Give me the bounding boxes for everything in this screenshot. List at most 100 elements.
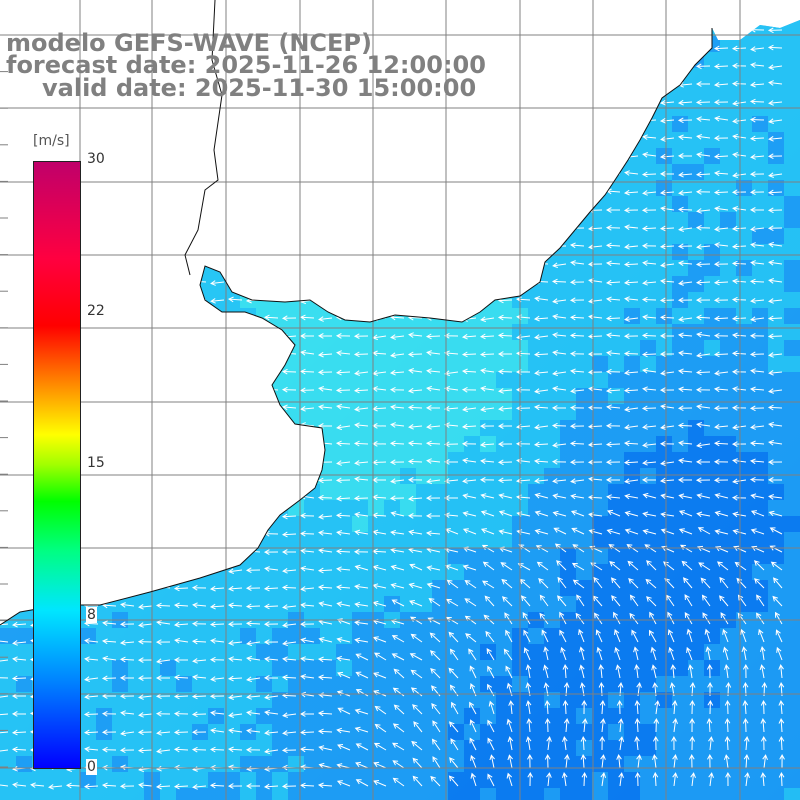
- wind-arrow: [587, 116, 603, 123]
- wind-arrow: [750, 493, 765, 499]
- wind-arrow: [137, 747, 153, 754]
- wind-speed-cell: [320, 148, 336, 164]
- wind-speed-cell: [176, 292, 192, 308]
- wind-speed-cell: [128, 356, 144, 372]
- wind-speed-cell: [608, 564, 624, 580]
- wind-speed-cell: [256, 724, 272, 740]
- wind-speed-cell: [320, 356, 336, 372]
- wind-arrow: [480, 170, 495, 176]
- wind-arrow: [480, 406, 495, 413]
- wind-arrow: [501, 578, 513, 589]
- wind-arrow: [12, 386, 27, 393]
- wind-speed-cell: [768, 436, 784, 452]
- wind-arrow: [772, 595, 783, 607]
- wind-arrow: [0, 674, 9, 681]
- wind-speed-cell: [672, 532, 688, 548]
- wind-arrow: [569, 279, 585, 286]
- wind-arrow: [173, 729, 189, 736]
- wind-speed-cell: [112, 308, 128, 324]
- wind-arrow: [571, 527, 585, 535]
- wind-arrow: [209, 153, 225, 160]
- wind-speed-cell: [528, 692, 544, 708]
- wind-arrow: [461, 278, 477, 285]
- wind-speed-cell: [400, 772, 416, 788]
- wind-arrow: [335, 584, 351, 591]
- wind-speed-cell: [768, 276, 784, 292]
- wind-speed-cell: [272, 644, 288, 660]
- wind-arrow: [641, 207, 657, 214]
- wind-speed-cell: [112, 164, 128, 180]
- wind-speed-cell: [336, 372, 352, 388]
- wind-speed-cell: [336, 516, 352, 532]
- wind-arrow: [642, 314, 657, 321]
- wind-speed-cell: [48, 788, 64, 800]
- wind-arrow: [569, 332, 585, 339]
- wind-arrow: [634, 736, 640, 751]
- wind-speed-cell: [0, 788, 16, 800]
- wind-arrow: [174, 458, 189, 464]
- wind-arrow: [227, 153, 243, 159]
- wind-speed-cell: [0, 548, 16, 564]
- wind-speed-cell: [656, 692, 672, 708]
- wind-speed-cell: [384, 660, 400, 676]
- wind-arrow: [659, 351, 675, 357]
- wind-speed-cell: [672, 132, 688, 148]
- wind-speed-cell: [544, 244, 560, 260]
- wind-arrow: [0, 208, 9, 214]
- wind-arrow: [192, 459, 207, 466]
- wind-arrow: [354, 242, 369, 248]
- wind-arrow: [83, 513, 99, 519]
- wind-speed-cell: [416, 692, 432, 708]
- wind-speed-cell: [608, 788, 624, 800]
- wind-speed-cell: [16, 708, 32, 724]
- wind-speed-cell: [736, 308, 752, 324]
- wind-arrow: [426, 458, 441, 464]
- wind-speed-cell: [400, 372, 416, 388]
- wind-arrow: [173, 548, 189, 555]
- wind-speed-cell: [368, 132, 384, 148]
- wind-speed-cell: [592, 516, 608, 532]
- wind-speed-cell: [704, 356, 720, 372]
- wind-speed-cell: [400, 244, 416, 260]
- wind-arrow: [155, 675, 170, 681]
- wind-arrow: [616, 754, 622, 769]
- wind-speed-cell: [96, 484, 112, 500]
- wind-arrow: [300, 244, 315, 251]
- wind-speed-cell: [0, 244, 16, 260]
- wind-speed-cell: [240, 132, 256, 148]
- wind-arrow: [624, 243, 639, 250]
- wind-speed-cell: [256, 356, 272, 372]
- wind-arrow: [525, 664, 532, 679]
- wind-speed-cell: [0, 228, 16, 244]
- wind-speed-cell: [368, 692, 384, 708]
- wind-arrow: [449, 721, 459, 733]
- wind-arrow: [209, 746, 225, 753]
- wind-speed-cell: [736, 564, 752, 580]
- wind-speed-cell: [576, 468, 592, 484]
- wind-arrow: [760, 699, 767, 715]
- wind-arrow: [101, 675, 117, 682]
- wind-arrow: [11, 170, 27, 177]
- wind-speed-cell: [576, 372, 592, 388]
- wind-arrow: [750, 510, 765, 517]
- wind-speed-cell: [704, 500, 720, 516]
- wind-arrow: [119, 242, 135, 249]
- wind-arrow: [527, 771, 534, 787]
- wind-speed-cell: [0, 340, 16, 356]
- wind-speed-cell: [448, 388, 464, 404]
- wind-speed-cell: [576, 388, 592, 404]
- wind-speed-cell: [496, 228, 512, 244]
- wind-speed-cell: [640, 660, 656, 676]
- wind-speed-cell: [736, 676, 752, 692]
- wind-speed-cell: [496, 740, 512, 756]
- wind-speed-cell: [192, 772, 208, 788]
- wind-speed-cell: [672, 84, 688, 100]
- wind-arrow: [696, 352, 711, 359]
- wind-arrow: [245, 567, 261, 574]
- wind-arrow: [84, 548, 99, 554]
- wind-arrow: [407, 387, 423, 394]
- wind-arrow: [246, 260, 261, 266]
- wind-speed-cell: [288, 356, 304, 372]
- wind-arrow: [174, 316, 189, 322]
- wind-arrow: [228, 656, 243, 662]
